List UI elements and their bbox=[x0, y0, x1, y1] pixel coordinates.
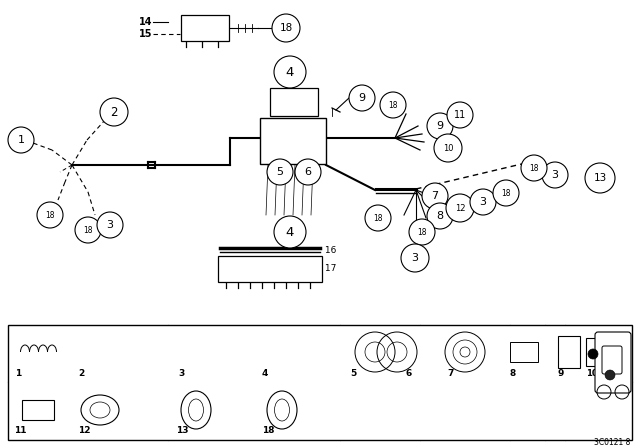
Text: 18: 18 bbox=[529, 164, 539, 172]
Circle shape bbox=[409, 219, 435, 245]
Text: 11: 11 bbox=[14, 426, 26, 435]
FancyBboxPatch shape bbox=[218, 256, 322, 282]
Text: 4: 4 bbox=[286, 65, 294, 78]
Text: 14: 14 bbox=[138, 17, 152, 27]
Text: 18: 18 bbox=[45, 211, 55, 220]
FancyBboxPatch shape bbox=[558, 336, 580, 368]
Text: 17: 17 bbox=[322, 263, 337, 272]
Circle shape bbox=[434, 134, 462, 162]
Circle shape bbox=[401, 244, 429, 272]
Text: 18: 18 bbox=[280, 23, 292, 33]
Text: 13: 13 bbox=[176, 426, 189, 435]
Text: 7: 7 bbox=[447, 369, 453, 378]
Text: 4: 4 bbox=[286, 225, 294, 238]
Circle shape bbox=[274, 56, 306, 88]
Text: 2: 2 bbox=[78, 369, 84, 378]
Circle shape bbox=[542, 162, 568, 188]
Text: 18: 18 bbox=[373, 214, 383, 223]
Text: 9: 9 bbox=[558, 369, 564, 378]
FancyBboxPatch shape bbox=[270, 88, 318, 116]
Circle shape bbox=[470, 189, 496, 215]
Text: 1: 1 bbox=[17, 135, 24, 145]
FancyBboxPatch shape bbox=[586, 338, 600, 366]
Circle shape bbox=[427, 203, 453, 229]
Text: 18: 18 bbox=[83, 225, 93, 234]
Text: 10: 10 bbox=[443, 143, 453, 152]
FancyBboxPatch shape bbox=[510, 342, 538, 362]
Text: 18: 18 bbox=[417, 228, 427, 237]
Circle shape bbox=[97, 212, 123, 238]
Text: 11: 11 bbox=[454, 110, 466, 120]
Text: 18: 18 bbox=[388, 100, 397, 109]
Circle shape bbox=[75, 217, 101, 243]
Circle shape bbox=[8, 127, 34, 153]
Text: 1: 1 bbox=[15, 369, 21, 378]
Text: 9: 9 bbox=[436, 121, 444, 131]
Text: 15: 15 bbox=[138, 29, 152, 39]
Text: 3C0121 8: 3C0121 8 bbox=[594, 438, 630, 447]
FancyBboxPatch shape bbox=[602, 346, 622, 374]
Circle shape bbox=[605, 370, 615, 380]
Text: 6: 6 bbox=[305, 167, 312, 177]
Text: 12: 12 bbox=[78, 426, 90, 435]
FancyBboxPatch shape bbox=[260, 118, 326, 164]
Text: 13: 13 bbox=[593, 173, 607, 183]
Text: 5: 5 bbox=[350, 369, 356, 378]
Circle shape bbox=[521, 155, 547, 181]
Circle shape bbox=[100, 98, 128, 126]
Text: 18: 18 bbox=[501, 189, 511, 198]
Text: 16: 16 bbox=[322, 246, 337, 254]
Circle shape bbox=[422, 183, 448, 209]
FancyBboxPatch shape bbox=[595, 332, 631, 393]
Text: 3: 3 bbox=[479, 197, 486, 207]
Text: 8: 8 bbox=[436, 211, 444, 221]
FancyBboxPatch shape bbox=[22, 400, 54, 420]
Text: 2: 2 bbox=[110, 105, 118, 119]
Text: 3: 3 bbox=[178, 369, 184, 378]
Circle shape bbox=[365, 205, 391, 231]
Text: 12: 12 bbox=[455, 203, 465, 212]
Text: 18: 18 bbox=[262, 426, 275, 435]
Text: 6: 6 bbox=[405, 369, 412, 378]
Circle shape bbox=[274, 216, 306, 248]
Circle shape bbox=[446, 194, 474, 222]
Circle shape bbox=[427, 113, 453, 139]
Text: 3: 3 bbox=[106, 220, 113, 230]
Text: 5: 5 bbox=[276, 167, 284, 177]
Circle shape bbox=[349, 85, 375, 111]
Text: 8: 8 bbox=[510, 369, 516, 378]
Circle shape bbox=[493, 180, 519, 206]
Text: 4: 4 bbox=[262, 369, 268, 378]
Circle shape bbox=[295, 159, 321, 185]
Text: 7: 7 bbox=[431, 191, 438, 201]
Circle shape bbox=[267, 159, 293, 185]
FancyBboxPatch shape bbox=[8, 325, 632, 440]
Circle shape bbox=[588, 349, 598, 359]
Text: 10: 10 bbox=[586, 369, 598, 378]
Circle shape bbox=[380, 92, 406, 118]
Text: 9: 9 bbox=[358, 93, 365, 103]
Circle shape bbox=[272, 14, 300, 42]
FancyBboxPatch shape bbox=[181, 15, 229, 41]
Circle shape bbox=[37, 202, 63, 228]
Circle shape bbox=[447, 102, 473, 128]
Circle shape bbox=[585, 163, 615, 193]
Text: 3: 3 bbox=[412, 253, 419, 263]
Text: 3: 3 bbox=[552, 170, 559, 180]
